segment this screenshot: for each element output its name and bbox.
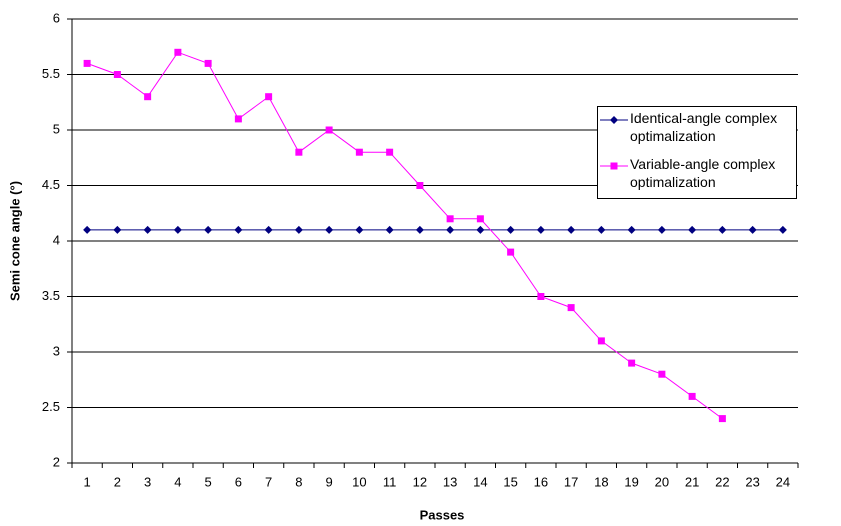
marker <box>83 225 92 234</box>
marker <box>294 225 303 234</box>
marker <box>536 225 545 234</box>
y-tick-label: 3 <box>53 343 60 358</box>
x-tick-label: 13 <box>443 474 457 489</box>
legend-label: Identical-angle complex optimalization <box>630 110 778 144</box>
marker <box>325 225 334 234</box>
x-tick-label: 22 <box>715 474 729 489</box>
marker <box>385 225 394 234</box>
marker <box>295 148 303 156</box>
x-tick-label: 16 <box>534 474 548 489</box>
x-tick-label: 15 <box>503 474 517 489</box>
y-tick-label: 4.5 <box>42 177 60 192</box>
x-tick-label: 17 <box>564 474 578 489</box>
marker <box>416 182 424 189</box>
marker <box>113 225 122 234</box>
x-tick-label: 3 <box>144 474 151 489</box>
x-tick-label: 23 <box>745 474 759 489</box>
y-axis-title: Semi cone angle (°) <box>7 181 22 301</box>
marker <box>506 225 515 234</box>
legend-icon <box>600 116 628 124</box>
marker <box>748 225 757 234</box>
marker <box>718 225 727 234</box>
x-tick-label: 12 <box>413 474 427 489</box>
y-tick-label: 3.5 <box>42 288 60 303</box>
marker <box>204 225 213 234</box>
marker <box>415 225 424 234</box>
marker <box>143 225 152 234</box>
marker <box>567 304 575 312</box>
marker <box>174 48 182 56</box>
x-tick-label: 18 <box>594 474 608 489</box>
marker <box>264 225 273 234</box>
x-tick-label: 20 <box>655 474 669 489</box>
marker <box>83 59 91 67</box>
legend-marker <box>610 116 618 124</box>
legend-marker <box>610 162 618 170</box>
x-tick-label: 10 <box>352 474 366 489</box>
marker <box>355 225 364 234</box>
y-tick-label: 6 <box>53 10 60 25</box>
marker <box>113 71 121 78</box>
x-tick-label: 5 <box>205 474 212 489</box>
marker <box>718 415 726 423</box>
marker <box>537 293 545 300</box>
legend-label: Variable-angle complex optimalization <box>630 156 776 190</box>
legend: Identical-angle complex optimalization Va… <box>597 106 797 199</box>
marker <box>507 248 515 256</box>
x-tick-label: 21 <box>685 474 699 489</box>
marker <box>265 93 273 101</box>
marker <box>628 359 636 367</box>
marker <box>476 225 485 234</box>
x-tick-label: 19 <box>624 474 638 489</box>
x-tick-label: 4 <box>174 474 181 489</box>
x-tick-label: 11 <box>383 474 397 489</box>
y-tick-label: 2 <box>53 454 60 469</box>
marker <box>355 148 363 156</box>
marker <box>144 93 152 101</box>
marker <box>446 215 454 223</box>
x-tick-label: 8 <box>295 474 302 489</box>
legend-entry: Variable-angle complex optimalization <box>598 155 798 199</box>
marker <box>234 225 243 234</box>
x-tick-label: 7 <box>265 474 272 489</box>
legend-entry: Identical-angle complex optimalization <box>598 109 798 153</box>
y-tick-label: 4 <box>53 232 60 247</box>
x-tick-label: 6 <box>235 474 242 489</box>
marker <box>567 225 576 234</box>
marker <box>325 126 333 134</box>
marker <box>658 370 666 378</box>
y-tick-label: 2.5 <box>42 399 60 414</box>
marker <box>173 225 182 234</box>
legend-icon <box>600 162 628 170</box>
x-axis-title: Passes <box>420 507 465 522</box>
marker <box>204 59 212 67</box>
marker <box>386 148 394 156</box>
marker <box>597 337 605 345</box>
x-tick-label: 1 <box>84 474 91 489</box>
marker <box>476 215 484 223</box>
marker <box>627 225 636 234</box>
y-tick-label: 5 <box>53 121 60 136</box>
x-tick-label: 14 <box>473 474 487 489</box>
y-tick-label: 5.5 <box>42 66 60 81</box>
x-tick-label: 2 <box>114 474 121 489</box>
x-tick-label: 24 <box>776 474 790 489</box>
marker <box>234 115 242 123</box>
marker <box>688 392 696 400</box>
marker <box>597 225 606 234</box>
marker <box>688 225 697 234</box>
marker <box>778 225 787 234</box>
x-tick-label: 9 <box>326 474 333 489</box>
marker <box>657 225 666 234</box>
marker <box>446 225 455 234</box>
series-line <box>86 51 723 420</box>
